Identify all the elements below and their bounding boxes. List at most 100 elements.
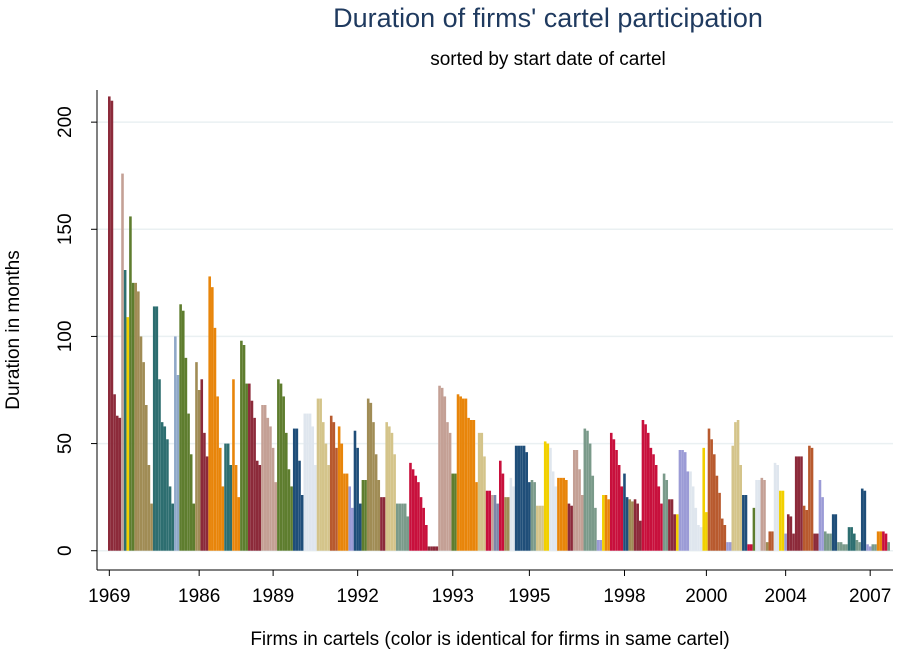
bar bbox=[742, 495, 745, 551]
bar bbox=[419, 497, 423, 551]
bar bbox=[805, 510, 809, 551]
bar bbox=[414, 475, 418, 551]
bar bbox=[660, 503, 663, 551]
bar bbox=[863, 490, 867, 551]
bar bbox=[705, 512, 708, 551]
bar bbox=[427, 546, 431, 551]
bar bbox=[763, 480, 766, 551]
bar bbox=[290, 486, 293, 551]
bar bbox=[409, 462, 412, 551]
bar bbox=[757, 480, 761, 551]
bar bbox=[263, 405, 267, 551]
bar bbox=[456, 394, 460, 551]
bar bbox=[411, 469, 415, 551]
x-axis-label: Firms in cartels (color is identical for… bbox=[250, 629, 729, 650]
bar bbox=[800, 456, 803, 551]
bar bbox=[583, 428, 587, 551]
bar bbox=[292, 428, 296, 551]
bar bbox=[686, 471, 690, 551]
bar bbox=[567, 503, 571, 551]
bar bbox=[771, 531, 774, 551]
bar bbox=[837, 542, 840, 551]
bar bbox=[739, 465, 743, 551]
bar bbox=[535, 505, 539, 551]
bar bbox=[382, 497, 386, 551]
bar bbox=[736, 420, 740, 551]
bar bbox=[253, 417, 256, 551]
bar bbox=[477, 432, 481, 551]
chart-subtitle: sorted by start date of cartel bbox=[430, 49, 666, 70]
bar bbox=[578, 469, 581, 551]
bar bbox=[271, 447, 275, 551]
bar bbox=[295, 428, 299, 551]
bar bbox=[266, 417, 270, 551]
bar bbox=[794, 456, 798, 551]
bar bbox=[768, 531, 772, 551]
bar bbox=[348, 486, 352, 551]
bar bbox=[760, 477, 764, 551]
bar bbox=[602, 495, 605, 551]
bar bbox=[506, 497, 510, 551]
bar bbox=[356, 447, 359, 551]
bar bbox=[137, 291, 140, 551]
bar bbox=[599, 540, 602, 551]
bar bbox=[255, 460, 259, 551]
y-tick-label: 50 bbox=[55, 433, 76, 454]
bar bbox=[520, 445, 523, 551]
bar bbox=[884, 533, 888, 551]
bar bbox=[115, 415, 119, 551]
bar bbox=[631, 501, 634, 551]
bar bbox=[591, 475, 595, 551]
bar bbox=[353, 430, 357, 551]
bar bbox=[543, 441, 547, 551]
bar bbox=[155, 306, 159, 551]
bar bbox=[565, 480, 568, 551]
bar bbox=[528, 482, 531, 551]
bar bbox=[462, 398, 465, 551]
bar bbox=[588, 443, 592, 551]
bar bbox=[676, 514, 679, 551]
bar bbox=[755, 480, 758, 551]
bar bbox=[425, 525, 428, 551]
bar bbox=[718, 492, 721, 551]
x-tick-label: 1986 bbox=[178, 586, 220, 607]
bar bbox=[615, 450, 618, 551]
bar bbox=[118, 417, 122, 551]
bar bbox=[390, 432, 394, 551]
bar bbox=[448, 432, 452, 551]
bar bbox=[443, 396, 447, 551]
bar bbox=[176, 375, 180, 551]
bar bbox=[670, 499, 674, 551]
bar bbox=[332, 422, 336, 551]
bar bbox=[765, 542, 769, 551]
bar bbox=[308, 413, 312, 551]
bar bbox=[538, 505, 542, 551]
bar bbox=[826, 533, 830, 551]
x-tick-label: 1995 bbox=[508, 586, 550, 607]
chart-title: Duration of firms' cartel participation bbox=[333, 3, 763, 33]
bar bbox=[337, 426, 341, 551]
bar bbox=[789, 516, 793, 551]
bar bbox=[147, 465, 151, 551]
bar bbox=[171, 503, 174, 551]
bar bbox=[792, 533, 795, 551]
bar bbox=[131, 282, 135, 551]
bar bbox=[480, 432, 484, 551]
bar bbox=[657, 486, 661, 551]
bar bbox=[699, 527, 703, 551]
bar bbox=[181, 310, 185, 551]
y-tick-label: 0 bbox=[55, 545, 76, 556]
bar bbox=[303, 413, 307, 551]
bar bbox=[612, 439, 616, 551]
bar bbox=[784, 533, 787, 551]
bar bbox=[887, 542, 890, 551]
bar bbox=[274, 482, 278, 551]
bar bbox=[269, 426, 272, 551]
bar bbox=[499, 460, 502, 551]
bar bbox=[797, 456, 801, 551]
bar bbox=[570, 505, 573, 551]
bar bbox=[646, 432, 650, 551]
bar bbox=[644, 424, 647, 551]
bar bbox=[282, 396, 285, 551]
